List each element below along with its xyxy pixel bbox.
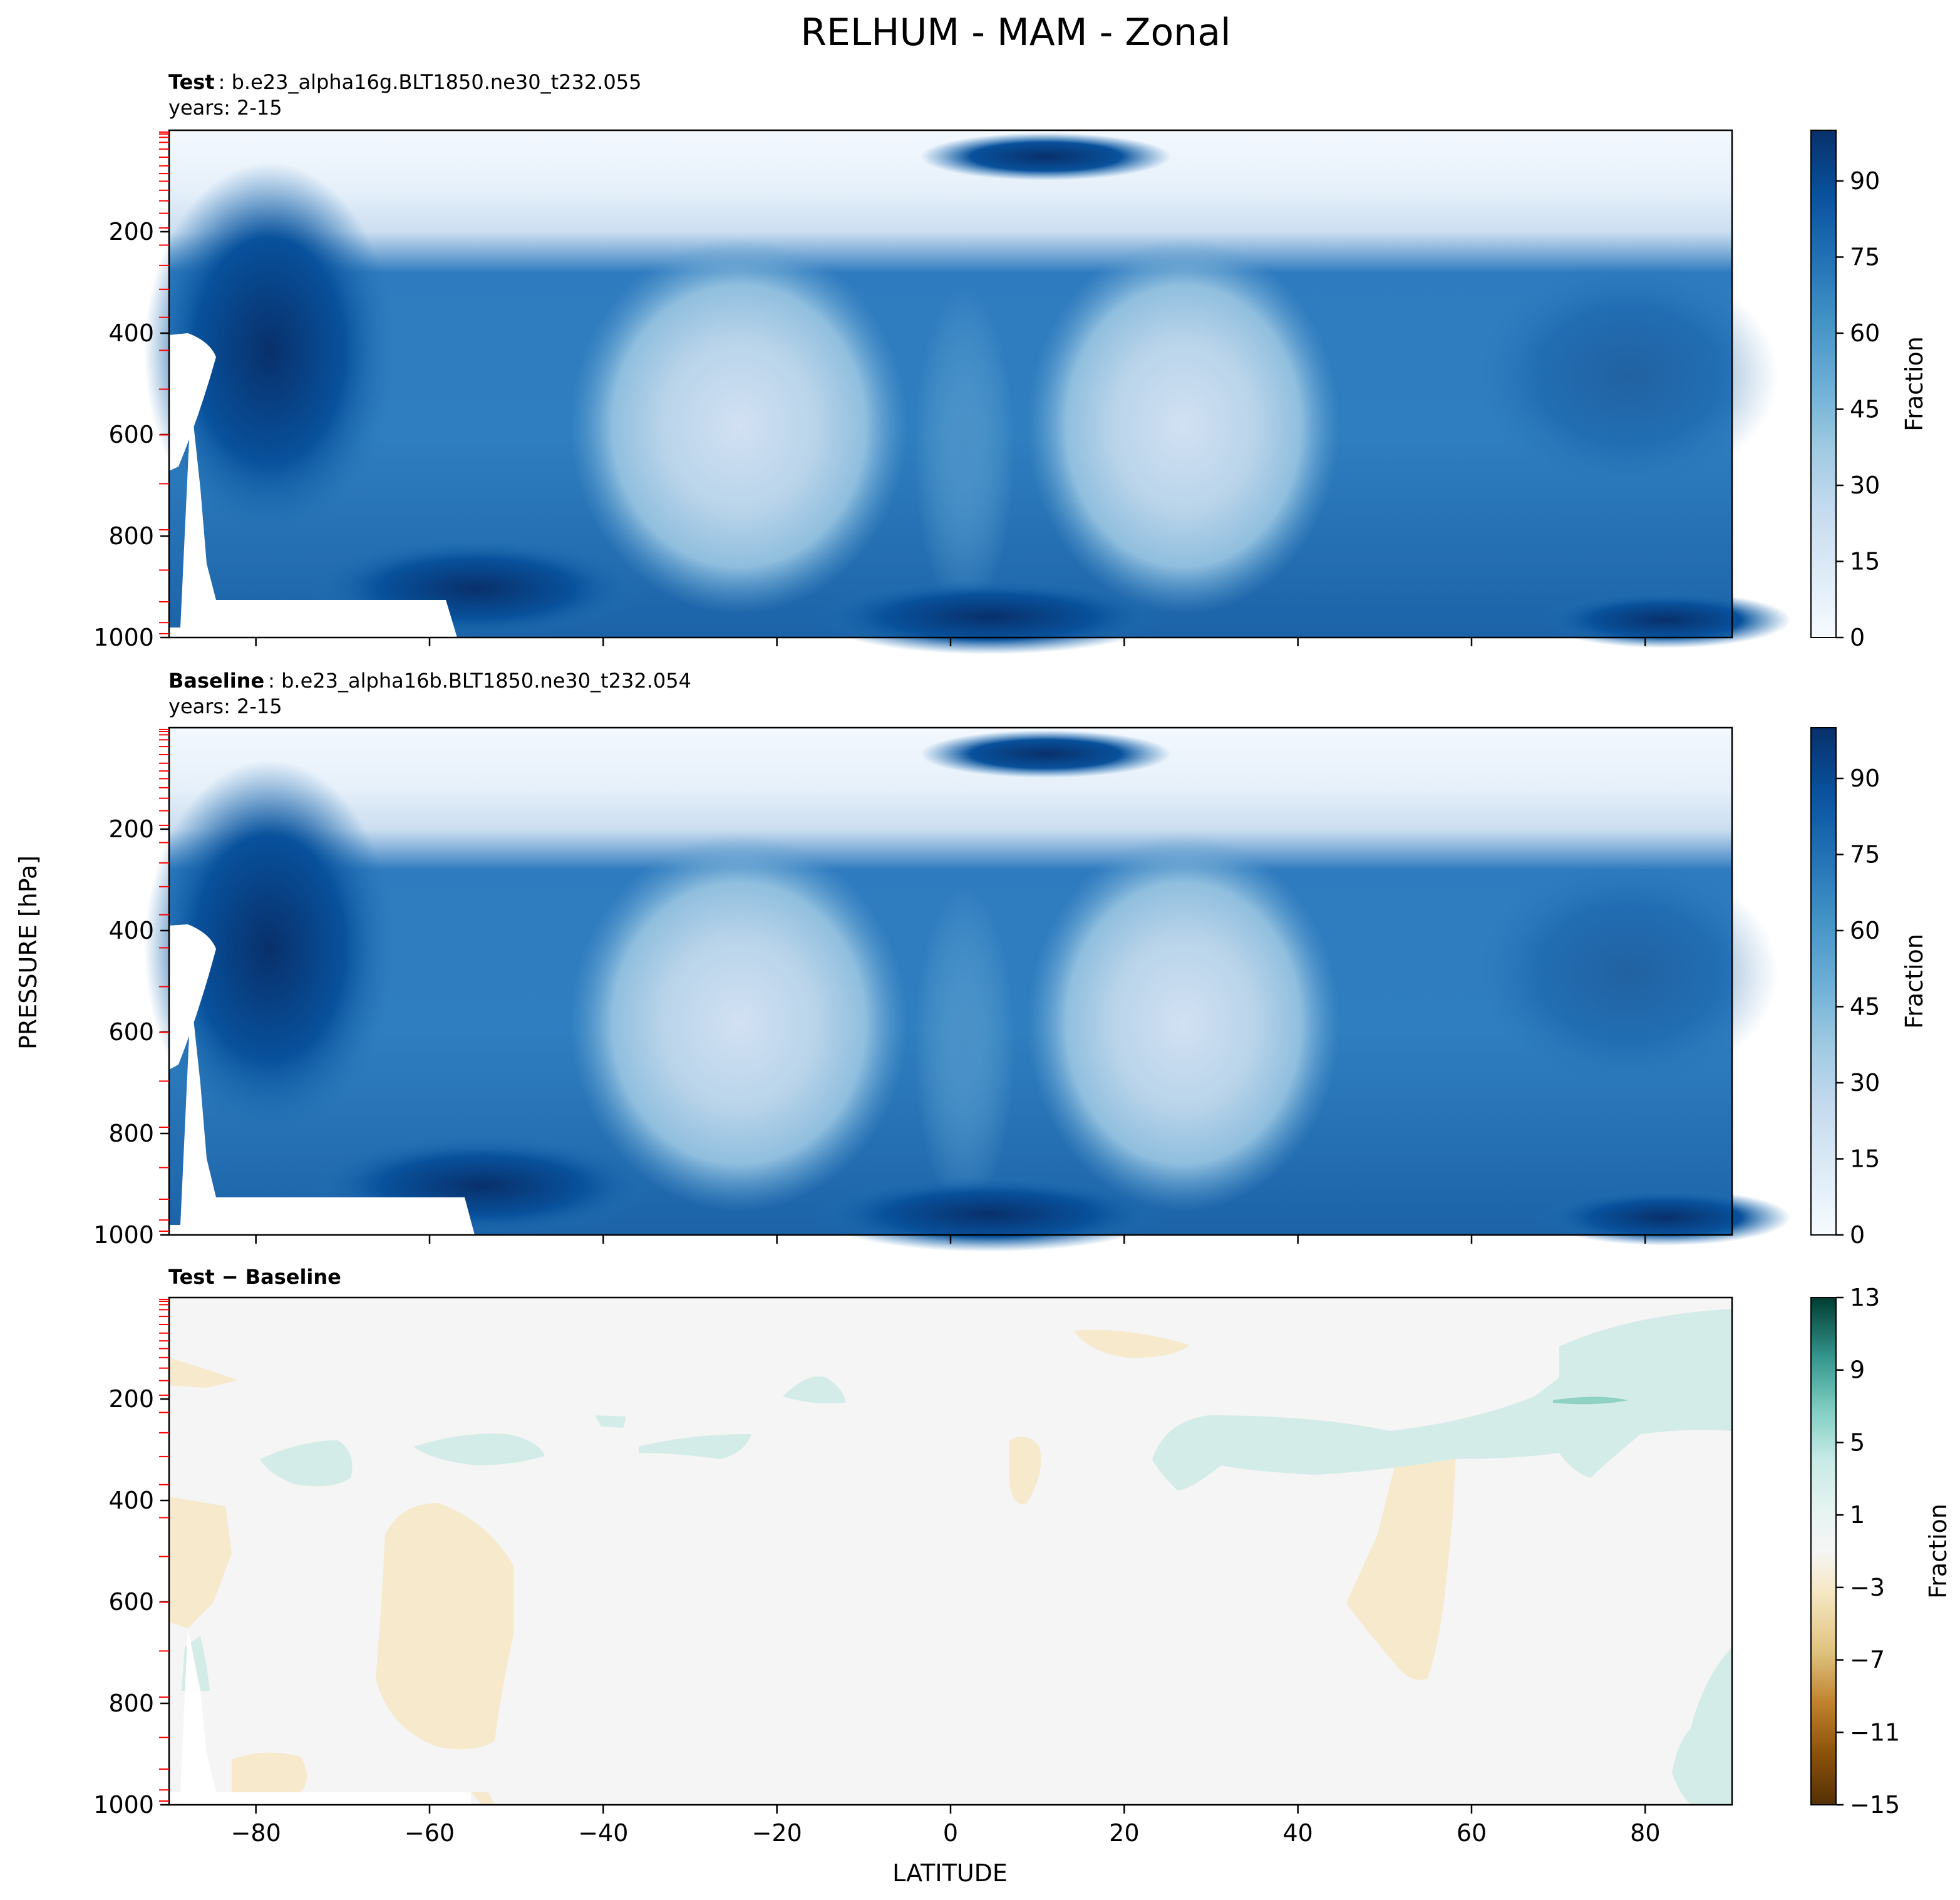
panel-difference: Test − Baseline −80 −60 −40 −20 0 20 40 60 80 200… — [93, 1265, 1952, 1847]
colorbar-tick-label: 1 — [1850, 1501, 1865, 1529]
colorbar-tick-label: −15 — [1850, 1791, 1900, 1819]
y-tick-label: 200 — [108, 1385, 154, 1413]
y-tick-label: 800 — [108, 1690, 154, 1717]
colorbar — [1810, 130, 1837, 638]
y-tick-label: 400 — [108, 1487, 154, 1514]
colorbar — [1810, 1297, 1837, 1805]
panel-baseline-title: Baseline: b.e23_alpha16b.BLT1850.ne30_t2… — [168, 669, 691, 693]
figure-title: RELHUM - MAM - Zonal — [800, 11, 1230, 54]
x-tick-label: 80 — [1630, 1819, 1660, 1847]
colorbar-tick-label: 75 — [1850, 841, 1880, 869]
y-axis-label: PRESSURE [hPa] — [14, 855, 42, 1050]
y-tick-label: 600 — [108, 1588, 154, 1616]
colorbar-label: Fraction — [1924, 1504, 1952, 1599]
colorbar-tick-label: 45 — [1850, 993, 1880, 1021]
colorbar-label: Fraction — [1901, 336, 1928, 431]
panel-baseline-field — [144, 728, 1791, 1252]
y-tick-label: 600 — [108, 1018, 154, 1046]
colorbar-tick-label: 90 — [1850, 765, 1880, 792]
x-axis-label: LATITUDE — [892, 1859, 1008, 1887]
colorbar-tick-label: 15 — [1850, 1145, 1880, 1173]
colorbar-tick-label: 60 — [1850, 319, 1880, 347]
colorbar-tick-label: 5 — [1850, 1428, 1865, 1456]
y-tick-label: 800 — [108, 522, 154, 550]
panel-baseline-subtitle: years: 2-15 — [168, 694, 282, 718]
colorbar-tick-label: 30 — [1850, 1069, 1880, 1097]
colorbar-tick-label: 90 — [1850, 167, 1880, 195]
y-tick-label: 1000 — [93, 624, 154, 651]
panel-difference-title: Test − Baseline — [168, 1265, 341, 1289]
x-tick-label: 0 — [943, 1819, 958, 1847]
colorbar-tick-label: 60 — [1850, 917, 1880, 944]
colorbar-tick-label: 13 — [1850, 1284, 1880, 1311]
colorbar-tick-label: 0 — [1850, 1221, 1865, 1249]
x-tick-label: 20 — [1109, 1819, 1139, 1847]
x-tick-label: 40 — [1282, 1819, 1313, 1847]
panel-test: Test: b.e23_alpha16g.BLT1850.ne30_t232.0… — [93, 70, 1928, 654]
y-tick-label: 600 — [108, 421, 154, 448]
colorbar-tick-label: 0 — [1850, 624, 1865, 651]
colorbar-tick-label: −11 — [1850, 1718, 1900, 1746]
y-tick-label: 800 — [108, 1120, 154, 1147]
x-tick-label: −80 — [231, 1819, 281, 1847]
panel-test-title: Test: b.e23_alpha16g.BLT1850.ne30_t232.0… — [168, 70, 641, 94]
y-tick-label: 200 — [108, 218, 154, 245]
y-tick-label: 1000 — [93, 1221, 154, 1249]
x-tick-label: 60 — [1457, 1819, 1487, 1847]
panel-difference-field — [169, 1298, 1732, 1805]
x-tick-label: −20 — [752, 1819, 802, 1847]
colorbar-tick-label: 15 — [1850, 548, 1880, 576]
colorbar-tick-label: 30 — [1850, 472, 1880, 499]
colorbar-tick-label: −3 — [1850, 1574, 1885, 1601]
y-tick-label: 400 — [108, 917, 154, 944]
colorbar — [1810, 727, 1837, 1236]
y-tick-label: 400 — [108, 319, 154, 347]
x-tick-label: −60 — [405, 1819, 455, 1847]
panel-test-field — [144, 130, 1791, 654]
y-tick-label: 200 — [108, 815, 154, 843]
panel-baseline: Baseline: b.e23_alpha16b.BLT1850.ne30_t2… — [93, 669, 1928, 1252]
colorbar-tick-label: −7 — [1850, 1646, 1885, 1674]
y-tick-label: 1000 — [93, 1791, 154, 1819]
colorbar-tick-label: 45 — [1850, 396, 1880, 423]
x-tick-label: −40 — [578, 1819, 628, 1847]
colorbar-label: Fraction — [1901, 934, 1928, 1029]
panel-test-subtitle: years: 2-15 — [168, 96, 282, 120]
colorbar-tick-label: 75 — [1850, 244, 1880, 271]
colorbar-tick-label: 9 — [1850, 1356, 1865, 1384]
